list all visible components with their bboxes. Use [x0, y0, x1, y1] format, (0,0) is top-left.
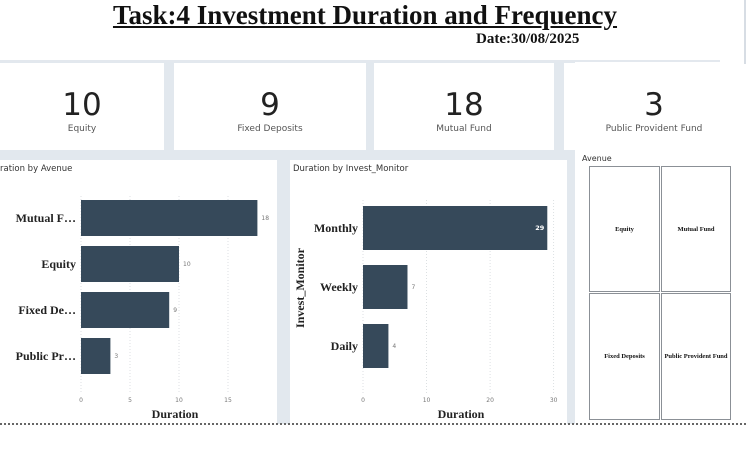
chart-title: ration by Avenue — [0, 164, 73, 174]
page-title: Task:4 Investment Duration and Frequency — [112, 0, 618, 30]
kpi-label: Equity — [67, 124, 97, 134]
kpi-value: 9 — [260, 87, 280, 123]
y-axis-title: Invest_Monitor — [293, 247, 307, 328]
kpi-value: 18 — [444, 87, 484, 123]
bar-chart-avenue: 0 5 10 15 Mutual F… 18 Equity 10 Fixed De… 9 Publi… — [16, 196, 269, 421]
kpi-label: Fixed Deposits — [237, 124, 303, 134]
bar — [81, 246, 179, 282]
bar — [363, 324, 389, 368]
treemap-tile-fixed-deposits[interactable]: Fixed Deposits — [589, 293, 660, 420]
report-date: Date:30/08/2025 — [476, 31, 580, 47]
kpi-value: 10 — [62, 87, 102, 123]
category-label: Public Pr… — [16, 349, 76, 363]
bar — [81, 200, 258, 236]
bar — [363, 206, 548, 250]
footer-divider — [0, 423, 746, 425]
chart-duration-by-invest-monitor[interactable]: Duration by Invest_Monitor 0 10 20 30 Monthl… — [290, 160, 567, 424]
x-tick-label: 15 — [224, 397, 232, 404]
kpi-value: 3 — [644, 87, 664, 123]
bar-chart-invest-monitor: 0 10 20 30 Monthly 29 Weekly 7 Daily 4 Duration Inv… — [293, 200, 558, 421]
treemap-tile-public-provident-fund[interactable]: Public Provident Fund — [661, 293, 731, 420]
kpi-card-mutual-fund[interactable]: 18 Mutual Fund — [374, 63, 554, 150]
category-label: Fixed De… — [18, 303, 76, 317]
kpi-label: Mutual Fund — [436, 124, 492, 134]
x-tick-label: 0 — [79, 397, 83, 404]
x-axis-title: Duration — [152, 407, 199, 421]
kpi-card-fixed-deposits[interactable]: 9 Fixed Deposits — [174, 63, 366, 150]
data-label: 18 — [261, 215, 269, 222]
data-label: 9 — [173, 307, 177, 314]
category-label: Monthly — [314, 221, 358, 235]
data-label: 10 — [183, 261, 191, 268]
x-tick-label: 10 — [175, 397, 183, 404]
header-divider — [0, 60, 720, 62]
kpi-card-equity[interactable]: 10 Equity — [0, 63, 164, 150]
kpi-label: Public Provident Fund — [605, 124, 703, 134]
x-axis-title: Duration — [438, 407, 485, 421]
data-label: 29 — [535, 224, 545, 232]
category-label: Daily — [331, 339, 358, 353]
x-tick-label: 0 — [361, 397, 365, 404]
category-label: Mutual F… — [16, 211, 76, 225]
bar — [81, 338, 111, 374]
treemap-title: Avenue — [582, 154, 612, 163]
x-tick-label: 30 — [550, 397, 558, 404]
bar — [363, 265, 408, 309]
treemap-tile-mutual-fund[interactable]: Mutual Fund — [661, 166, 731, 292]
x-tick-label: 20 — [486, 397, 494, 404]
category-label: Equity — [41, 257, 76, 271]
right-edge-divider — [744, 0, 746, 64]
category-label: Weekly — [320, 280, 358, 294]
x-tick-label: 5 — [128, 397, 132, 404]
data-label: 3 — [114, 353, 118, 360]
treemap-tile-equity[interactable]: Equity — [589, 166, 660, 292]
chart-title: Duration by Invest_Monitor — [293, 164, 409, 174]
bar — [81, 292, 170, 328]
data-label: 7 — [411, 284, 415, 291]
kpi-card-public-provident-fund[interactable]: 3 Public Provident Fund — [564, 63, 744, 150]
x-tick-label: 10 — [423, 397, 431, 404]
chart-duration-by-avenue[interactable]: ration by Avenue 0 5 10 15 Mutual F… 18 Equity… — [0, 160, 277, 424]
data-label: 4 — [392, 343, 396, 350]
